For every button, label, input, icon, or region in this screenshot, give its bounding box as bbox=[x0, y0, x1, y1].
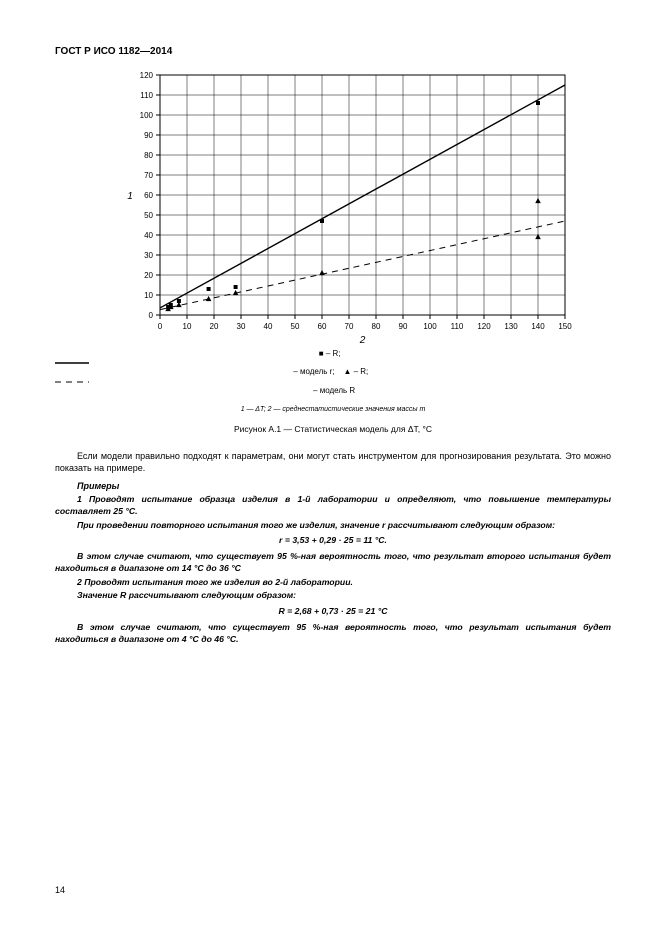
svg-text:10: 10 bbox=[183, 322, 192, 331]
svg-text:20: 20 bbox=[210, 322, 219, 331]
svg-text:100: 100 bbox=[140, 111, 154, 120]
svg-text:20: 20 bbox=[144, 271, 153, 280]
chart-container: 0102030405060708090100110120130140150010… bbox=[115, 65, 611, 345]
svg-text:10: 10 bbox=[144, 291, 153, 300]
chart-legend: ■ – R; – модель r; ▲ – R; – модель R bbox=[55, 349, 611, 397]
axis-legend-description: 1 — ΔT; 2 — среднестатистические значени… bbox=[55, 405, 611, 414]
svg-text:30: 30 bbox=[144, 251, 153, 260]
svg-text:130: 130 bbox=[504, 322, 518, 331]
svg-text:70: 70 bbox=[345, 322, 354, 331]
svg-text:110: 110 bbox=[451, 322, 464, 331]
legend-item-R-points: – R; bbox=[351, 367, 368, 376]
svg-text:100: 100 bbox=[423, 322, 437, 331]
stat-model-chart: 0102030405060708090100110120130140150010… bbox=[115, 65, 595, 345]
document-page: ГОСТ Р ИСО 1182—2014 0102030405060708090… bbox=[0, 0, 661, 936]
svg-text:120: 120 bbox=[140, 71, 154, 80]
example-2-line-2: Значение R рассчитывают следующим образо… bbox=[55, 590, 611, 602]
legend-item-r-points: – R; bbox=[324, 349, 341, 358]
svg-text:0: 0 bbox=[158, 322, 163, 331]
svg-text:40: 40 bbox=[264, 322, 273, 331]
svg-text:70: 70 bbox=[144, 171, 153, 180]
legend-item-model-r: модель r; bbox=[300, 367, 335, 376]
svg-text:80: 80 bbox=[372, 322, 381, 331]
svg-text:60: 60 bbox=[144, 191, 153, 200]
intro-paragraph: Если модели правильно подходят к парамет… bbox=[55, 450, 611, 474]
page-number: 14 bbox=[55, 884, 65, 896]
svg-text:150: 150 bbox=[558, 322, 572, 331]
svg-text:1: 1 bbox=[127, 191, 133, 202]
svg-text:40: 40 bbox=[144, 231, 153, 240]
formula-R: R = 2,68 + 0,73 · 25 = 21 °С bbox=[55, 606, 611, 618]
example-1-line-2: При проведении повторного испытания того… bbox=[55, 520, 611, 532]
legend-item-model-R: модель R bbox=[320, 386, 355, 395]
svg-text:110: 110 bbox=[140, 91, 153, 100]
document-header: ГОСТ Р ИСО 1182—2014 bbox=[55, 45, 611, 59]
svg-text:80: 80 bbox=[144, 151, 153, 160]
svg-text:90: 90 bbox=[399, 322, 408, 331]
svg-text:50: 50 bbox=[291, 322, 300, 331]
svg-text:50: 50 bbox=[144, 211, 153, 220]
legend-dashed-line-icon bbox=[55, 378, 89, 386]
svg-text:140: 140 bbox=[531, 322, 545, 331]
svg-text:30: 30 bbox=[237, 322, 246, 331]
svg-text:0: 0 bbox=[149, 311, 154, 320]
figure-caption: Рисунок А.1 — Статистическая модель для … bbox=[55, 424, 611, 435]
example-1-line-1: 1 Проводят испытание образца изделия в 1… bbox=[55, 494, 611, 517]
example-1-line-3: В этом случае считают, что существует 95… bbox=[55, 551, 611, 574]
example-2-line-3: В этом случае считают, что существует 95… bbox=[55, 622, 611, 645]
legend-solid-line-icon bbox=[55, 359, 89, 367]
examples-heading: Примеры bbox=[55, 480, 611, 492]
svg-text:90: 90 bbox=[144, 131, 153, 140]
svg-text:2: 2 bbox=[359, 335, 366, 345]
svg-text:60: 60 bbox=[318, 322, 327, 331]
example-2-line-1: 2 Проводят испытания того же изделия во … bbox=[55, 577, 611, 589]
svg-text:120: 120 bbox=[477, 322, 491, 331]
formula-r: r = 3,53 + 0,29 · 25 = 11 °С. bbox=[55, 535, 611, 547]
